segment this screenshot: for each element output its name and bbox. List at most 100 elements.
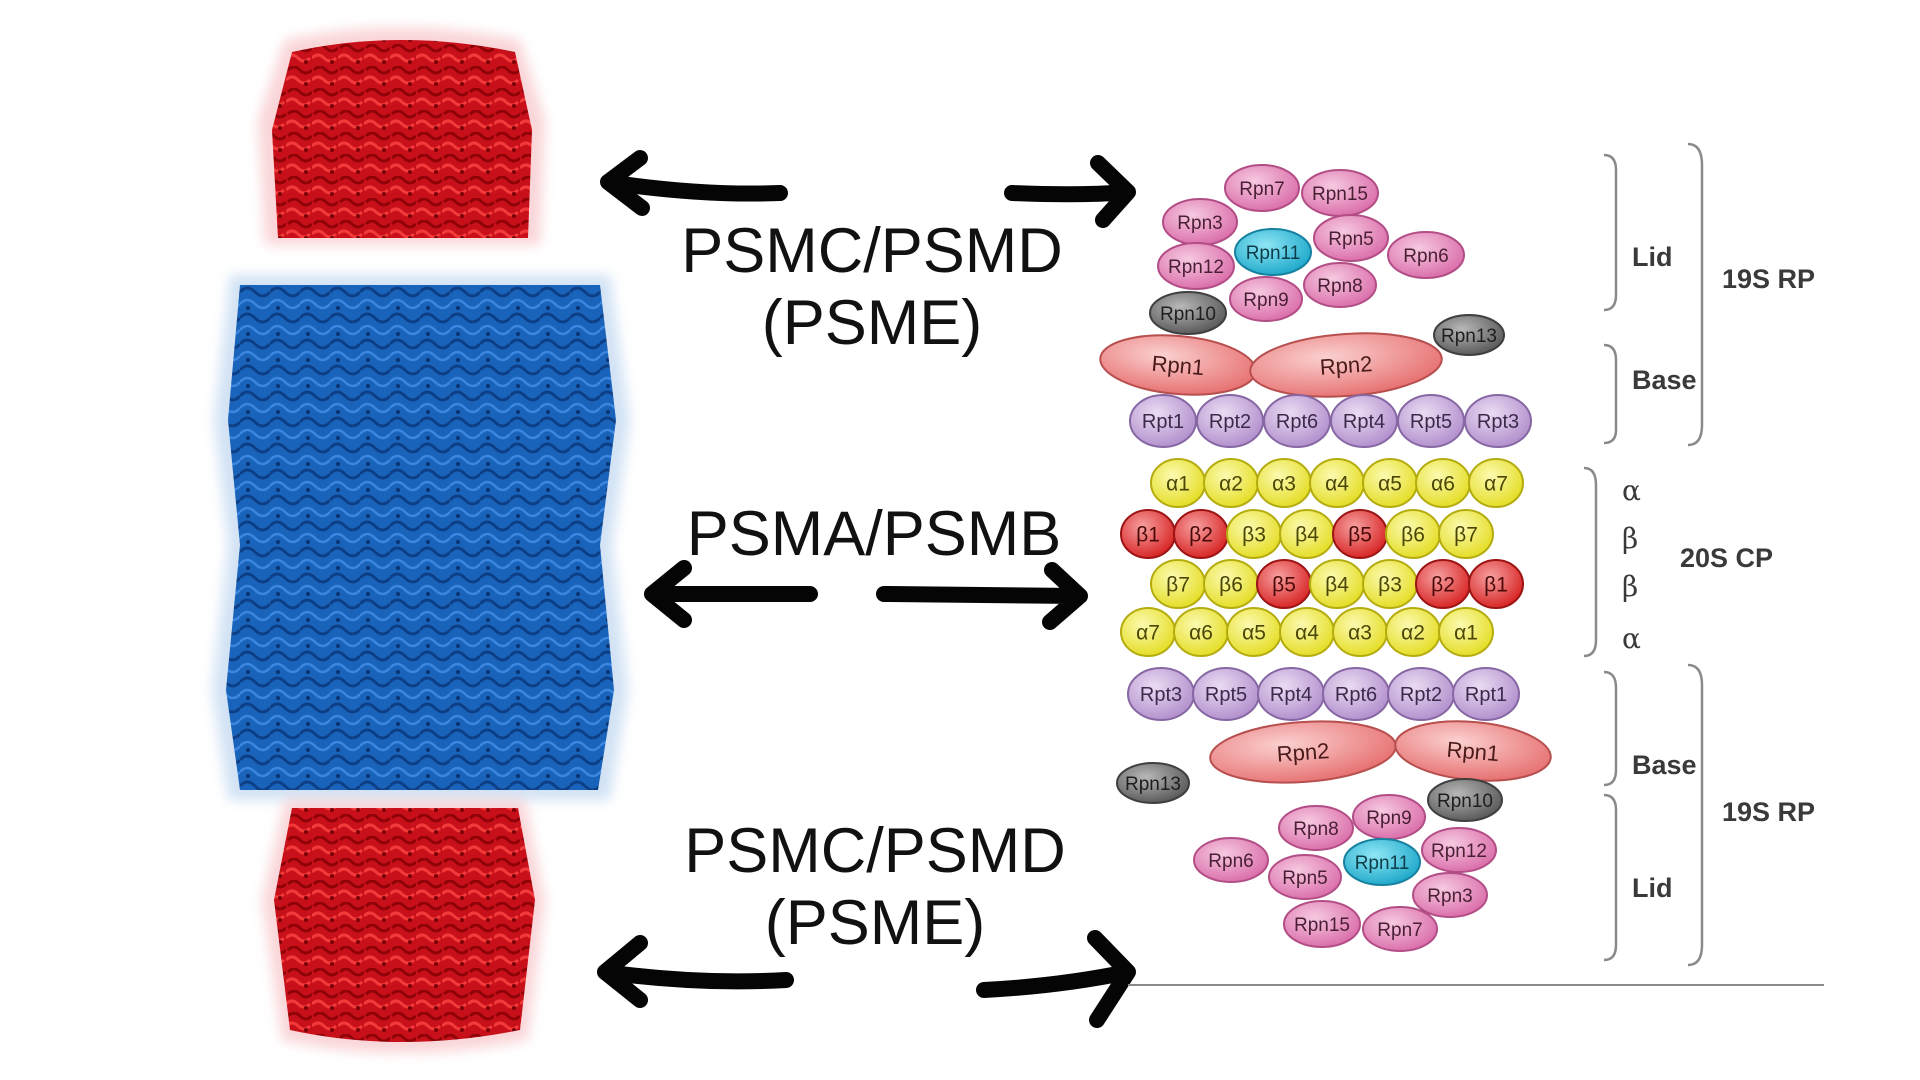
beta-top-7: β7 xyxy=(1438,509,1494,559)
beta-top-2: β2 xyxy=(1173,509,1229,559)
bottom-lid-subunit-2-shape xyxy=(1427,778,1503,822)
bottom-lid-subunit-1: Rpn13 xyxy=(1116,762,1190,804)
beta-top-1-label: β1 xyxy=(1136,524,1160,547)
label-bottom-line1: PSMC/PSMD xyxy=(684,816,1066,886)
top-lid-subunit-9: Rpn8 xyxy=(1303,262,1377,308)
beta-top-4-label: β4 xyxy=(1295,524,1319,547)
label-greek-alpha-bottom: α xyxy=(1622,622,1641,655)
top-cap-red xyxy=(258,27,545,245)
alpha-top-5: α5 xyxy=(1362,458,1418,508)
bottom-lid-subunit-1-shape xyxy=(1116,762,1190,804)
bottom-lid-subunit-8-shape xyxy=(1268,854,1342,900)
alpha-top-7-shape xyxy=(1468,458,1524,508)
top-lid-subunit-6: Rpn6 xyxy=(1387,231,1465,279)
rpt-top-6-shape xyxy=(1464,394,1532,448)
proteasome-schematic: Rpn7 Rpn15 Rpn3 Rpn11 Rpn5 Rpn6 Rpn12 Rpn9 Rpn8 R… xyxy=(1099,164,1552,952)
top-lid-subunit-10-label: Rpn10 xyxy=(1160,304,1216,325)
rpt-bottom-6-shape xyxy=(1452,667,1520,721)
alpha-bottom-7-shape xyxy=(1438,607,1494,657)
beta-top-5-label: β5 xyxy=(1348,524,1372,547)
rpt-bottom-3-label: Rpt4 xyxy=(1270,684,1312,706)
label-greek-beta-bottom: β xyxy=(1622,570,1639,603)
arrow-middle-right xyxy=(876,562,1088,630)
beta-bottom-3-label: β5 xyxy=(1272,574,1296,597)
rpt-top-5-label: Rpt5 xyxy=(1410,411,1452,433)
alpha-bottom-5-label: α3 xyxy=(1348,622,1372,645)
arrows xyxy=(597,150,1136,1028)
bottom-lid-subunit-3-shape xyxy=(1278,805,1354,851)
top-lid-subunit-4-label: Rpn11 xyxy=(1246,243,1301,264)
top-lid-subunit-4: Rpn11 xyxy=(1234,228,1312,276)
bottom-base-large-1-label: Rpn2 xyxy=(1276,738,1330,767)
arrow-bottom-right xyxy=(976,930,1136,1028)
bottom-lid-subunit-8: Rpn5 xyxy=(1268,854,1342,900)
label-top-rp: 19S RP xyxy=(1722,264,1816,294)
top-lid-subunit-8: Rpn9 xyxy=(1229,276,1303,322)
alpha-bottom-5: α3 xyxy=(1332,607,1388,657)
bottom-lid-subunit-5: Rpn6 xyxy=(1193,837,1269,883)
bottom-lid-subunit-7-shape xyxy=(1421,827,1497,873)
rpt-top-4-label: Rpt4 xyxy=(1343,411,1385,433)
bottom-lid-subunit-11-shape xyxy=(1362,906,1438,952)
label-bottom-rp: 19S RP xyxy=(1722,797,1816,827)
alpha-top-6: α6 xyxy=(1415,458,1471,508)
rpt-top-2-label: Rpt2 xyxy=(1209,411,1251,433)
rpt-top-1-label: Rpt1 xyxy=(1142,411,1184,433)
bottom-lid-subunit-9: Rpn3 xyxy=(1412,872,1488,918)
arrow-bottom-left xyxy=(597,935,794,1008)
rpt-bottom-5: Rpt2 xyxy=(1387,667,1455,721)
top-lid-subunit-9-shape xyxy=(1303,262,1377,308)
alpha-top-3-label: α3 xyxy=(1272,473,1296,496)
label-top: PSMC/PSMD (PSME) xyxy=(612,215,1132,359)
bottom-lid-subunit-9-shape xyxy=(1412,872,1488,918)
rpt-bottom-1: Rpt3 xyxy=(1127,667,1195,721)
beta-top-6: β6 xyxy=(1385,509,1441,559)
alpha-top-4-label: α4 xyxy=(1325,473,1349,496)
top-base-large-2-label: Rpn2 xyxy=(1319,351,1373,380)
beta-bottom-4-label: β4 xyxy=(1325,574,1349,597)
top-base-large-2: Rpn2 xyxy=(1249,332,1443,398)
label-middle: PSMA/PSMB xyxy=(614,498,1134,570)
rpt-bottom-4: Rpt6 xyxy=(1322,667,1390,721)
beta-top-6-label: β6 xyxy=(1401,524,1425,547)
alpha-top-6-label: α6 xyxy=(1431,473,1455,496)
rpt-bottom-2-label: Rpt5 xyxy=(1205,684,1247,706)
beta-bottom-1-label: β7 xyxy=(1166,574,1190,597)
bottom-lid-subunit-4: Rpn9 xyxy=(1352,794,1426,840)
rpt-top-3: Rpt6 xyxy=(1263,394,1331,448)
top-lid-subunit-2-label: Rpn15 xyxy=(1312,184,1368,205)
alpha-bottom-6-label: α2 xyxy=(1401,622,1425,645)
rpt-bottom-4-label: Rpt6 xyxy=(1335,684,1377,706)
label-middle-line1: PSMA/PSMB xyxy=(686,499,1062,569)
top-lid-subunit-11: Rpn13 xyxy=(1433,314,1505,356)
alpha-bottom-7-label: α1 xyxy=(1454,622,1478,645)
rpt-bottom-6: Rpt1 xyxy=(1452,667,1520,721)
beta-bottom-5-label: β3 xyxy=(1378,574,1402,597)
alpha-top-1: α1 xyxy=(1150,458,1206,508)
bottom-lid-subunit-8-label: Rpn5 xyxy=(1282,868,1327,889)
label-top-line1: PSMC/PSMD xyxy=(681,216,1063,286)
alpha-bottom-7: α1 xyxy=(1438,607,1494,657)
label-bottom-line2: (PSME) xyxy=(764,888,986,958)
top-lid-subunit-9-label: Rpn8 xyxy=(1317,276,1362,297)
rpt-top-1: Rpt1 xyxy=(1129,394,1197,448)
bottom-lid-subunit-6: Rpn11 xyxy=(1343,838,1421,886)
bottom-base-large-2-label: Rpn1 xyxy=(1446,737,1501,766)
bottom-lid-subunit-7: Rpn12 xyxy=(1421,827,1497,873)
arrow-top-right xyxy=(1004,155,1136,228)
top-base-large-1-label: Rpn1 xyxy=(1151,351,1206,380)
top-lid-subunit-3-label: Rpn3 xyxy=(1177,213,1222,234)
alpha-top-7-label: α7 xyxy=(1484,473,1508,496)
rpt-top-4: Rpt4 xyxy=(1330,394,1398,448)
alpha-bottom-3: α5 xyxy=(1226,607,1282,657)
beta-bottom-7-label: β1 xyxy=(1484,574,1508,597)
bottom-base-large-2: Rpn1 xyxy=(1394,720,1552,782)
top-lid-subunit-8-shape xyxy=(1229,276,1303,322)
top-lid-subunit-3: Rpn3 xyxy=(1162,198,1238,246)
rpt-bottom-5-label: Rpt2 xyxy=(1400,684,1442,706)
beta-top-3-label: β3 xyxy=(1242,524,1266,547)
alpha-top-4: α4 xyxy=(1309,458,1365,508)
alpha-bottom-2-label: α6 xyxy=(1189,622,1213,645)
beta-top-1: β1 xyxy=(1120,509,1176,559)
